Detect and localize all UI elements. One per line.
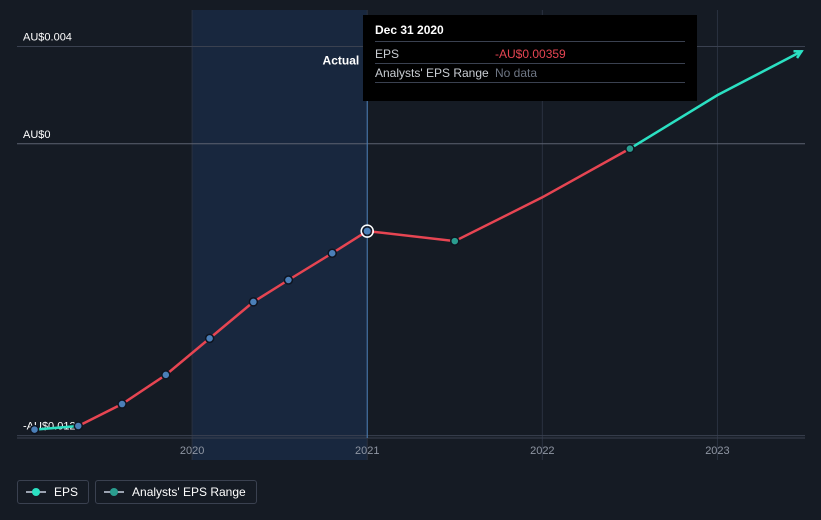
tooltip-value: -AU$0.00359 xyxy=(495,47,685,61)
legend-swatch xyxy=(104,487,124,497)
x-axis-label: 2022 xyxy=(530,445,554,457)
tooltip-row: Analysts' EPS RangeNo data xyxy=(375,64,685,83)
tooltip-value: No data xyxy=(495,66,685,80)
data-point[interactable] xyxy=(328,249,336,257)
highlight-dot xyxy=(364,228,371,235)
data-point[interactable] xyxy=(284,276,292,284)
legend-swatch xyxy=(26,487,46,497)
data-point[interactable] xyxy=(206,334,214,342)
legend-item[interactable]: Analysts' EPS Range xyxy=(95,480,257,504)
tooltip-row: EPS-AU$0.00359 xyxy=(375,45,685,64)
series-segment xyxy=(367,149,630,241)
data-point[interactable] xyxy=(74,422,82,430)
chart-tooltip: Dec 31 2020 EPS-AU$0.00359Analysts' EPS … xyxy=(363,15,697,101)
chart-legend: EPS Analysts' EPS Range xyxy=(17,480,257,504)
x-axis-label: 2023 xyxy=(705,445,729,457)
actual-shade xyxy=(192,10,367,460)
eps-chart[interactable]: AU$0.004AU$0-AU$0.0122020202120222023Act… xyxy=(0,0,821,520)
legend-label: Analysts' EPS Range xyxy=(132,485,246,499)
data-point[interactable] xyxy=(451,237,459,245)
legend-label: EPS xyxy=(54,485,78,499)
x-axis-label: 2020 xyxy=(180,445,204,457)
x-axis-label: 2021 xyxy=(355,445,379,457)
data-point[interactable] xyxy=(626,145,634,153)
tooltip-label: Analysts' EPS Range xyxy=(375,66,495,80)
tooltip-label: EPS xyxy=(375,47,495,61)
data-point[interactable] xyxy=(31,426,39,434)
region-label-actual: Actual xyxy=(323,53,360,67)
tooltip-date: Dec 31 2020 xyxy=(375,23,685,42)
data-point[interactable] xyxy=(118,400,126,408)
data-point[interactable] xyxy=(249,298,257,306)
y-axis-label: AU$0 xyxy=(23,129,51,141)
y-axis-label: AU$0.004 xyxy=(23,31,72,43)
legend-item[interactable]: EPS xyxy=(17,480,89,504)
data-point[interactable] xyxy=(162,371,170,379)
